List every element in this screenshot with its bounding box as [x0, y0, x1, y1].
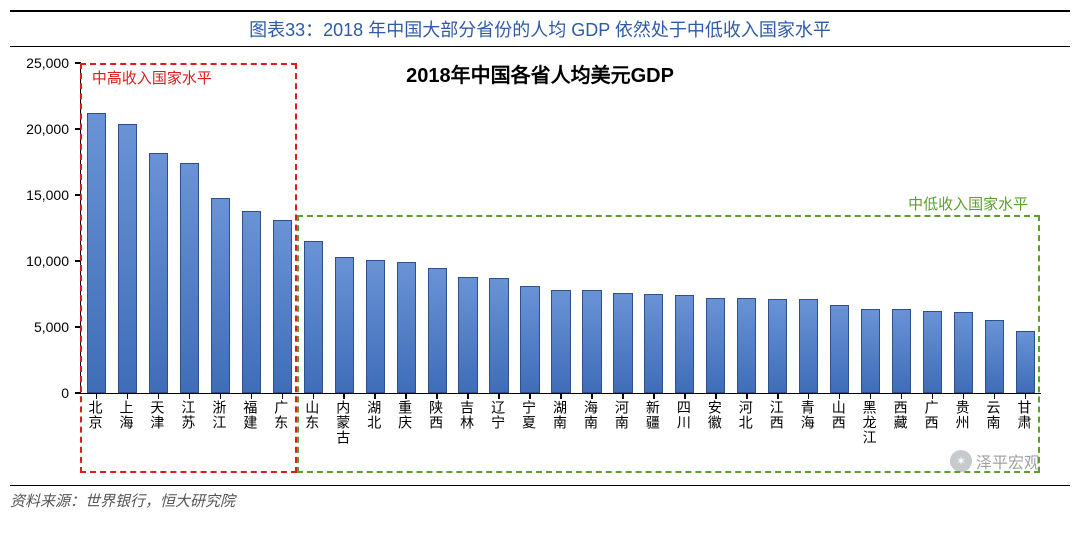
bar [613, 293, 632, 393]
x-tick-label: 内蒙古 [333, 400, 353, 445]
x-tick-label: 新疆 [643, 400, 663, 430]
y-tick-mark [75, 326, 81, 328]
bar [923, 311, 942, 393]
source-line: 资料来源：世界银行，恒大研究院 [10, 485, 1070, 511]
bar [242, 211, 261, 393]
x-tick-label: 安徽 [705, 400, 725, 430]
x-tick-label: 河北 [736, 400, 756, 430]
bar [211, 198, 230, 393]
bar [799, 299, 818, 393]
x-tick-label: 辽宁 [488, 400, 508, 430]
bar [118, 124, 137, 393]
x-tick-label: 北京 [85, 400, 105, 430]
bar [985, 320, 1004, 393]
bar [954, 312, 973, 393]
y-tick-label: 15,000 [26, 187, 81, 203]
source-text: 世界银行，恒大研究院 [85, 493, 235, 510]
source-prefix: 资料来源： [10, 493, 85, 510]
bar [861, 309, 880, 393]
bar [489, 278, 508, 393]
watermark-text: 泽平宏观 [976, 449, 1040, 473]
chart-area: 2018年中国各省人均美元GDP 05,00010,00015,00020,00… [20, 53, 1060, 483]
bar [335, 257, 354, 393]
bar [520, 286, 539, 393]
x-tick-label: 贵州 [953, 400, 973, 430]
bar [706, 298, 725, 393]
x-tick-label: 海南 [581, 400, 601, 430]
watermark: ✶ 泽平宏观 [950, 449, 1040, 473]
y-tick-mark [75, 62, 81, 64]
x-tick-label: 重庆 [395, 400, 415, 430]
x-tick-label: 江西 [767, 400, 787, 430]
bars-layer [81, 63, 1041, 393]
x-tick-label: 西藏 [891, 400, 911, 430]
x-tick-label: 广东 [271, 400, 291, 430]
y-tick-label: 10,000 [26, 253, 81, 269]
x-tick-label: 陕西 [426, 400, 446, 430]
x-tick-label: 宁夏 [519, 400, 539, 430]
bar [892, 309, 911, 393]
bar [149, 153, 168, 393]
y-tick-label: 25,000 [26, 55, 81, 71]
x-tick-label: 河南 [612, 400, 632, 430]
x-tick-label: 浙江 [209, 400, 229, 430]
y-tick-mark [75, 194, 81, 196]
y-tick-label: 5,000 [34, 319, 81, 335]
x-tick-label: 湖南 [550, 400, 570, 430]
y-tick-mark [75, 128, 81, 130]
x-tick-label: 上海 [116, 400, 136, 430]
x-tick-label: 福建 [240, 400, 260, 430]
bar [428, 268, 447, 393]
group-label: 中低收入国家水平 [908, 193, 1028, 214]
y-tick-mark [75, 392, 81, 394]
x-tick-label: 江苏 [178, 400, 198, 430]
bar [551, 290, 570, 393]
x-tick-label: 山东 [302, 400, 322, 430]
bar [675, 295, 694, 393]
group-label: 中高收入国家水平 [92, 67, 212, 88]
bar [304, 241, 323, 393]
x-tick-label: 山西 [829, 400, 849, 430]
bar [582, 290, 601, 393]
bar [1016, 331, 1035, 393]
bar [87, 113, 106, 393]
bar [644, 294, 663, 393]
plot-area: 05,00010,00015,00020,00025,000 [80, 63, 1041, 394]
x-tick-label: 广西 [922, 400, 942, 430]
x-tick-label: 青海 [798, 400, 818, 430]
x-tick-label: 天津 [147, 400, 167, 430]
y-tick-mark [75, 260, 81, 262]
x-tick-label: 湖北 [364, 400, 384, 430]
figure-caption: 图表33：2018 年中国大部分省份的人均 GDP 依然处于中低收入国家水平 [10, 10, 1070, 47]
bar [397, 262, 416, 393]
bar [737, 298, 756, 393]
bar [180, 163, 199, 393]
wechat-icon: ✶ [950, 450, 972, 472]
x-tick-label: 甘肃 [1015, 400, 1035, 430]
bar [768, 299, 787, 393]
x-tick-label: 云南 [984, 400, 1004, 430]
x-tick-label: 吉林 [457, 400, 477, 430]
x-tick-label: 四川 [674, 400, 694, 430]
x-axis-labels: 北京上海天津江苏浙江福建广东山东内蒙古湖北重庆陕西吉林辽宁宁夏湖南海南河南新疆四… [80, 398, 1040, 478]
bar [366, 260, 385, 393]
bar [273, 220, 292, 393]
bar [458, 277, 477, 393]
bar [830, 305, 849, 393]
x-tick-label: 黑龙江 [860, 400, 880, 445]
y-tick-label: 20,000 [26, 121, 81, 137]
